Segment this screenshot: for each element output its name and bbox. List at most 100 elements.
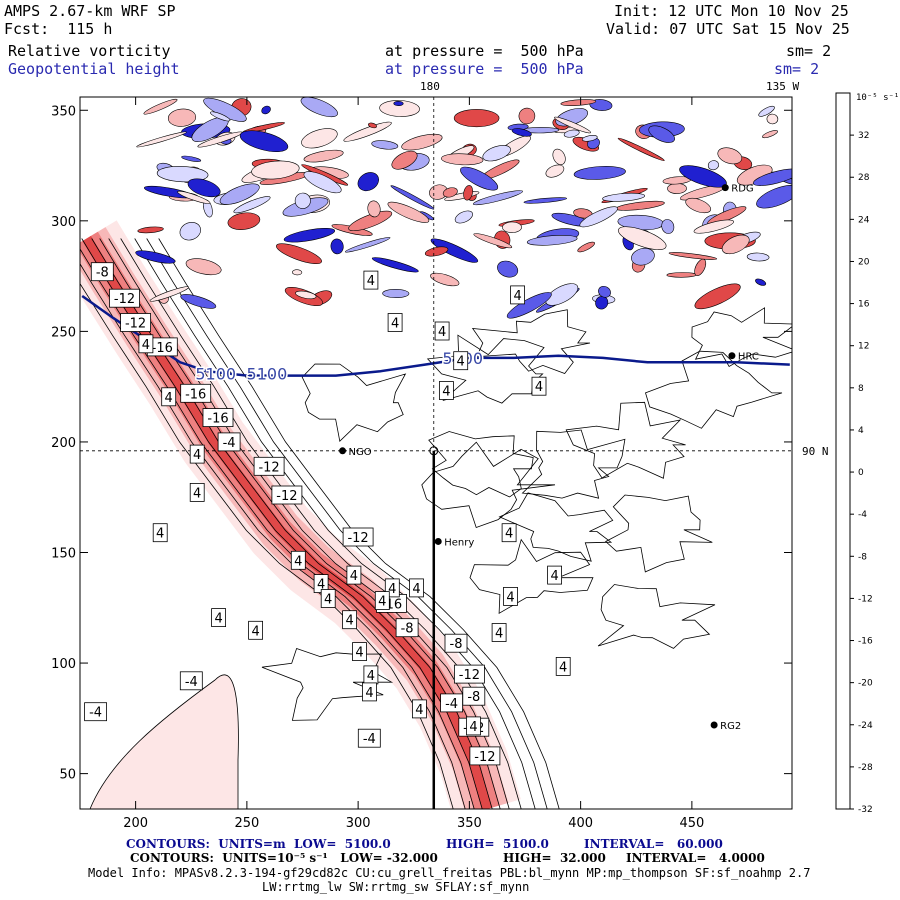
colorbar-label-2: 28 (858, 173, 870, 183)
neg-contour-label-7-text: -4 (223, 436, 236, 451)
pos-contour-label-20: 4 (466, 716, 481, 736)
vorticity-cell-156 (554, 116, 592, 134)
pos-contour-label-31: 4 (510, 285, 526, 305)
pos-contour-label-18-text: 4 (365, 686, 373, 701)
positive-contour-4 (426, 334, 545, 404)
vorticity-cell-55 (430, 272, 460, 287)
negative-patch-southwest (89, 674, 239, 809)
pos-contour-label-21-box (491, 623, 507, 642)
pos-contour-label-5: 4 (152, 523, 168, 543)
pos-contour-label-31-box (510, 285, 526, 305)
vorticity-cell-124 (227, 212, 261, 230)
neg-contour-label-3: -12 (120, 313, 151, 332)
vorticity-cell-157 (762, 130, 778, 139)
height-contour-5100 (81, 294, 790, 377)
vorticity-cell-49 (179, 222, 201, 241)
neg-contour-label-6-text: -16 (207, 412, 228, 427)
height-contours-interval: INTERVAL= 60.000 (584, 837, 723, 851)
vorticity-cell-76 (582, 135, 598, 142)
neg-contour-label-6-box (202, 408, 234, 428)
vorticity-cell-17 (666, 272, 697, 278)
colorbar-label-14: -20 (858, 679, 873, 689)
neg-contour-label-7: -4 (217, 432, 241, 452)
neg-contour-label-10: -12 (342, 527, 374, 547)
neg-contour-label-13: -8 (444, 633, 468, 653)
neg-contour-label-18-text: -4 (363, 732, 376, 747)
pos-contour-label-16-box (409, 578, 424, 598)
vorticity-cell-60 (717, 147, 743, 165)
pos-contour-label-14-text: 4 (388, 582, 396, 597)
pos-contour-label-2-box (161, 387, 177, 407)
neg-contour-label-14-box (453, 664, 485, 684)
vorticity-contour-9 (134, 238, 536, 809)
vorticity-cell-145 (523, 197, 568, 204)
vorticity-cell-126 (177, 190, 211, 204)
pos-contour-label-5-box (152, 523, 168, 543)
vorticity-cell-123 (661, 219, 675, 234)
vorticity-cell-38 (233, 196, 271, 214)
pos-contour-label-12-text: 4 (355, 646, 363, 661)
pos-contour-label-29-text: 4 (457, 355, 465, 370)
pos-contour-label-20-text: 4 (469, 720, 477, 735)
vorticity-cell-21 (552, 148, 566, 165)
vorticity-cell-158 (239, 130, 289, 152)
colorbar-label-3: 24 (858, 215, 870, 225)
forecast-hour: Fcst: 115 h (4, 20, 113, 38)
vorticity-cell-72 (497, 260, 519, 278)
station-dot-4 (721, 184, 729, 192)
vorticity-cell-20 (135, 250, 176, 264)
ytick-label-7: 350 (51, 104, 76, 119)
colorbar-label-16: -28 (858, 763, 873, 773)
pos-contour-label-21-text: 4 (495, 627, 503, 642)
vorticity-cell-127 (295, 290, 317, 300)
positive-contour-7 (691, 307, 792, 368)
vorticity-cell-84 (473, 233, 513, 249)
field2-smoothing: sm= 2 (774, 60, 820, 78)
neg-contour-label-3-text: -12 (125, 317, 146, 332)
field2-name: Geopotential height (8, 60, 180, 78)
pos-contour-label-2-text: 4 (165, 391, 173, 406)
neg-contour-label-14-text: -12 (459, 668, 480, 683)
pos-contour-label-26: 4 (363, 270, 379, 290)
vorticity-cell-138 (460, 166, 499, 191)
pos-contour-label-32: 4 (531, 376, 547, 396)
vorticity-cell-77 (453, 109, 500, 128)
colorbar-label-15: -24 (858, 721, 873, 731)
pos-contour-label-28-text: 4 (438, 325, 446, 340)
vorticity-cell-115 (617, 137, 665, 162)
pos-contour-label-24-text: 4 (550, 569, 558, 584)
colorbar-label-4: 20 (858, 257, 870, 267)
pole-marker (429, 446, 439, 456)
pos-contour-label-18: 4 (362, 682, 377, 702)
pos-contour-label-11: 4 (342, 610, 358, 630)
xtick-label-5: 400 (568, 816, 593, 831)
neg-contour-label-9-box (271, 485, 303, 505)
station-label-henry: Henry (444, 537, 474, 548)
vorticity-cell-50 (577, 241, 596, 253)
neg-contour-label-2: -12 (109, 288, 140, 308)
vorticity-contour-11 (158, 238, 560, 809)
vorticity-cell-144 (598, 285, 611, 298)
neg-contour-label-5-box (180, 383, 212, 403)
pos-contour-label-30-text: 4 (442, 385, 450, 400)
vorticity-cell-114 (679, 165, 727, 188)
neg-contour-label-1-box (90, 262, 114, 282)
vorticity-cell-93 (348, 210, 393, 232)
field1-smoothing: sm= 2 (786, 42, 832, 60)
positive-contour-6 (605, 494, 713, 573)
vorticity-cell-43 (156, 166, 209, 183)
vorticity-cell-125 (187, 178, 221, 198)
vorticity-cell-4 (167, 108, 197, 127)
xtick-label-4: 350 (457, 816, 482, 831)
neg-contour-label-5-text: -16 (185, 387, 206, 402)
pos-contour-label-12-box (352, 642, 367, 661)
vorticity-cell-82 (301, 128, 338, 149)
pos-contour-label-6: 4 (211, 608, 227, 627)
pos-contour-label-4-box (189, 482, 205, 502)
pos-contour-label-20-box (466, 716, 481, 736)
pos-contour-label-7-box (248, 620, 264, 640)
pos-contour-label-7: 4 (248, 620, 264, 640)
neg-contour-label-15-text: -4 (445, 697, 458, 712)
xtick-label-6: 450 (679, 816, 704, 831)
vorticity-cell-28 (563, 129, 580, 138)
